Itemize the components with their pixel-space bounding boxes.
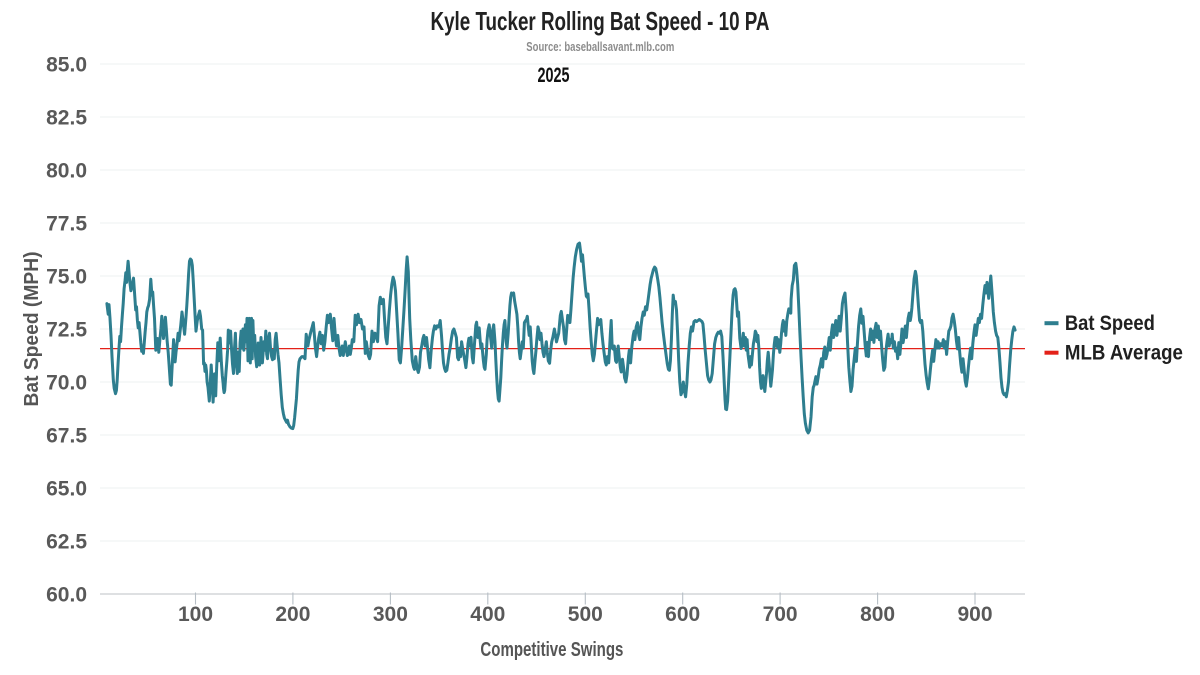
svg-text:Kyle Tucker Rolling Bat Speed: Kyle Tucker Rolling Bat Speed - 10 PA: [431, 6, 770, 36]
svg-text:65.0: 65.0: [46, 477, 87, 500]
svg-text:Bat Speed: Bat Speed: [1065, 312, 1155, 335]
svg-text:60.0: 60.0: [46, 583, 87, 606]
svg-text:75.0: 75.0: [46, 265, 87, 288]
svg-text:Source: baseballsavant.mlb.com: Source: baseballsavant.mlb.com: [526, 39, 674, 54]
svg-text:67.5: 67.5: [46, 424, 87, 447]
svg-text:MLB Average: MLB Average: [1065, 342, 1183, 365]
svg-text:Competitive Swings: Competitive Swings: [480, 639, 623, 661]
svg-text:800: 800: [860, 603, 895, 626]
svg-text:300: 300: [373, 603, 408, 626]
svg-text:85.0: 85.0: [46, 53, 87, 76]
svg-text:400: 400: [470, 603, 505, 626]
svg-text:2025: 2025: [538, 64, 570, 87]
svg-text:100: 100: [178, 603, 213, 626]
svg-text:900: 900: [957, 603, 992, 626]
svg-text:70.0: 70.0: [46, 371, 87, 394]
svg-text:82.5: 82.5: [46, 106, 87, 129]
svg-text:72.5: 72.5: [46, 318, 87, 341]
svg-text:500: 500: [568, 603, 603, 626]
svg-text:Bat Speed (MPH): Bat Speed (MPH): [21, 252, 43, 407]
svg-text:200: 200: [275, 603, 310, 626]
svg-text:80.0: 80.0: [46, 159, 87, 182]
svg-text:62.5: 62.5: [46, 530, 87, 553]
svg-text:700: 700: [763, 603, 798, 626]
svg-text:600: 600: [665, 603, 700, 626]
svg-text:77.5: 77.5: [46, 212, 87, 235]
